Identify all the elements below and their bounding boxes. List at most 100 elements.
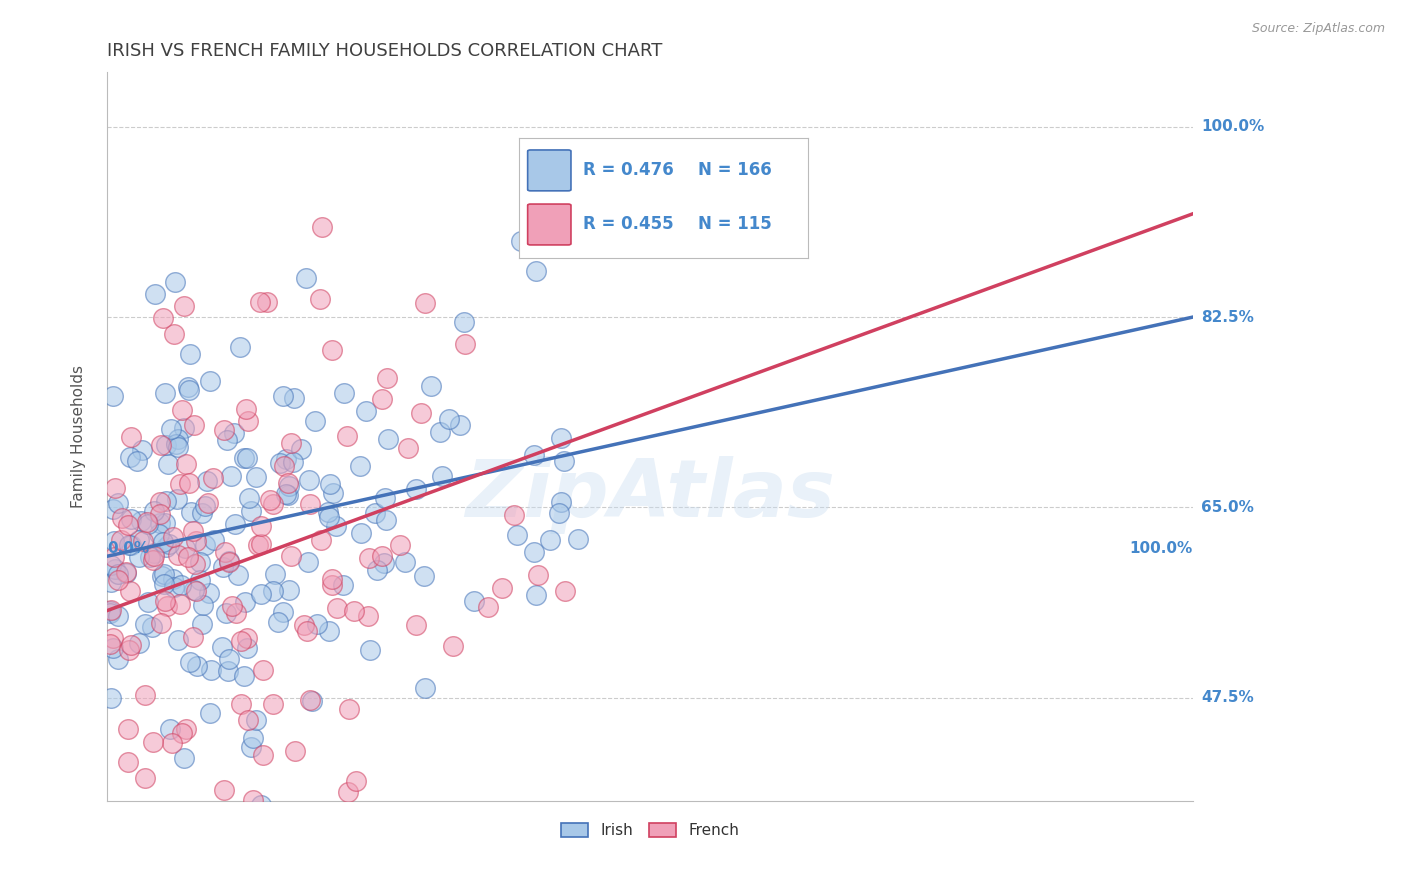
Point <box>136 516 159 530</box>
Point <box>413 681 436 696</box>
Y-axis label: Family Households: Family Households <box>72 365 86 508</box>
Point <box>98 604 121 618</box>
Point <box>104 482 127 496</box>
Point <box>567 532 589 546</box>
Point <box>295 624 318 638</box>
Point <box>548 506 571 520</box>
Point <box>264 566 287 581</box>
Point <box>211 640 233 655</box>
Point <box>297 555 319 569</box>
Point <box>280 549 302 563</box>
Point <box>136 595 159 609</box>
Point <box>325 518 347 533</box>
Point <box>510 234 533 248</box>
Point <box>114 566 136 580</box>
Point <box>236 451 259 466</box>
Point <box>212 782 235 797</box>
Point <box>344 774 367 789</box>
Point <box>396 441 419 455</box>
Point <box>218 652 240 666</box>
Point <box>318 510 340 524</box>
Point <box>107 609 129 624</box>
Point <box>429 425 451 439</box>
Point <box>373 556 395 570</box>
Point <box>101 640 124 655</box>
Point <box>100 637 122 651</box>
Point <box>364 506 387 520</box>
Point <box>177 380 200 394</box>
Point <box>117 722 139 736</box>
Point <box>184 584 207 599</box>
Point <box>249 587 271 601</box>
Point <box>245 470 267 484</box>
Point <box>107 651 129 665</box>
Point <box>292 618 315 632</box>
Point <box>181 524 204 539</box>
Point <box>183 582 205 597</box>
Point <box>166 632 188 647</box>
Point <box>142 735 165 749</box>
Point <box>262 697 284 711</box>
Point <box>167 432 190 446</box>
Point <box>155 494 177 508</box>
Point <box>155 599 177 613</box>
Text: 47.5%: 47.5% <box>1201 690 1254 705</box>
Point <box>349 458 371 473</box>
Text: R = 0.455: R = 0.455 <box>582 216 673 234</box>
Point <box>139 550 162 565</box>
Point <box>150 615 173 630</box>
Point <box>321 343 343 358</box>
Point <box>170 578 193 592</box>
Point <box>437 412 460 426</box>
Point <box>477 599 499 614</box>
Point <box>197 496 219 510</box>
Point <box>149 507 172 521</box>
Point <box>374 491 396 505</box>
Point <box>152 567 174 582</box>
Point <box>104 561 127 575</box>
Point <box>221 599 243 613</box>
Point <box>233 595 256 609</box>
Point <box>311 220 333 235</box>
Point <box>101 389 124 403</box>
Point <box>273 458 295 473</box>
Point <box>354 404 377 418</box>
Point <box>188 555 211 569</box>
Point <box>120 638 142 652</box>
Point <box>143 503 166 517</box>
Point <box>155 540 177 554</box>
Point <box>191 598 214 612</box>
Text: IRISH VS FRENCH FAMILY HOUSEHOLDS CORRELATION CHART: IRISH VS FRENCH FAMILY HOUSEHOLDS CORREL… <box>107 42 662 60</box>
Point <box>120 430 142 444</box>
Text: N = 166: N = 166 <box>697 161 772 179</box>
Point <box>276 452 298 467</box>
Point <box>149 495 172 509</box>
Point <box>156 457 179 471</box>
Point <box>538 533 561 547</box>
Point <box>229 340 252 354</box>
Point <box>174 541 197 555</box>
Point <box>316 505 339 519</box>
Text: 0.0%: 0.0% <box>107 541 149 557</box>
Point <box>370 392 392 407</box>
Point <box>503 508 526 522</box>
Point <box>172 726 194 740</box>
Text: 82.5%: 82.5% <box>1201 310 1254 325</box>
Point <box>307 616 329 631</box>
Point <box>177 550 200 565</box>
Point <box>155 385 177 400</box>
Point <box>103 549 125 564</box>
Point <box>337 702 360 716</box>
Point <box>274 487 297 501</box>
Point <box>100 558 122 573</box>
Point <box>131 442 153 457</box>
Point <box>262 497 284 511</box>
Point <box>101 631 124 645</box>
Point <box>278 582 301 597</box>
Point <box>169 476 191 491</box>
Point <box>142 553 165 567</box>
Point <box>271 389 294 403</box>
Point <box>120 538 142 552</box>
Point <box>269 456 291 470</box>
Point <box>441 639 464 653</box>
